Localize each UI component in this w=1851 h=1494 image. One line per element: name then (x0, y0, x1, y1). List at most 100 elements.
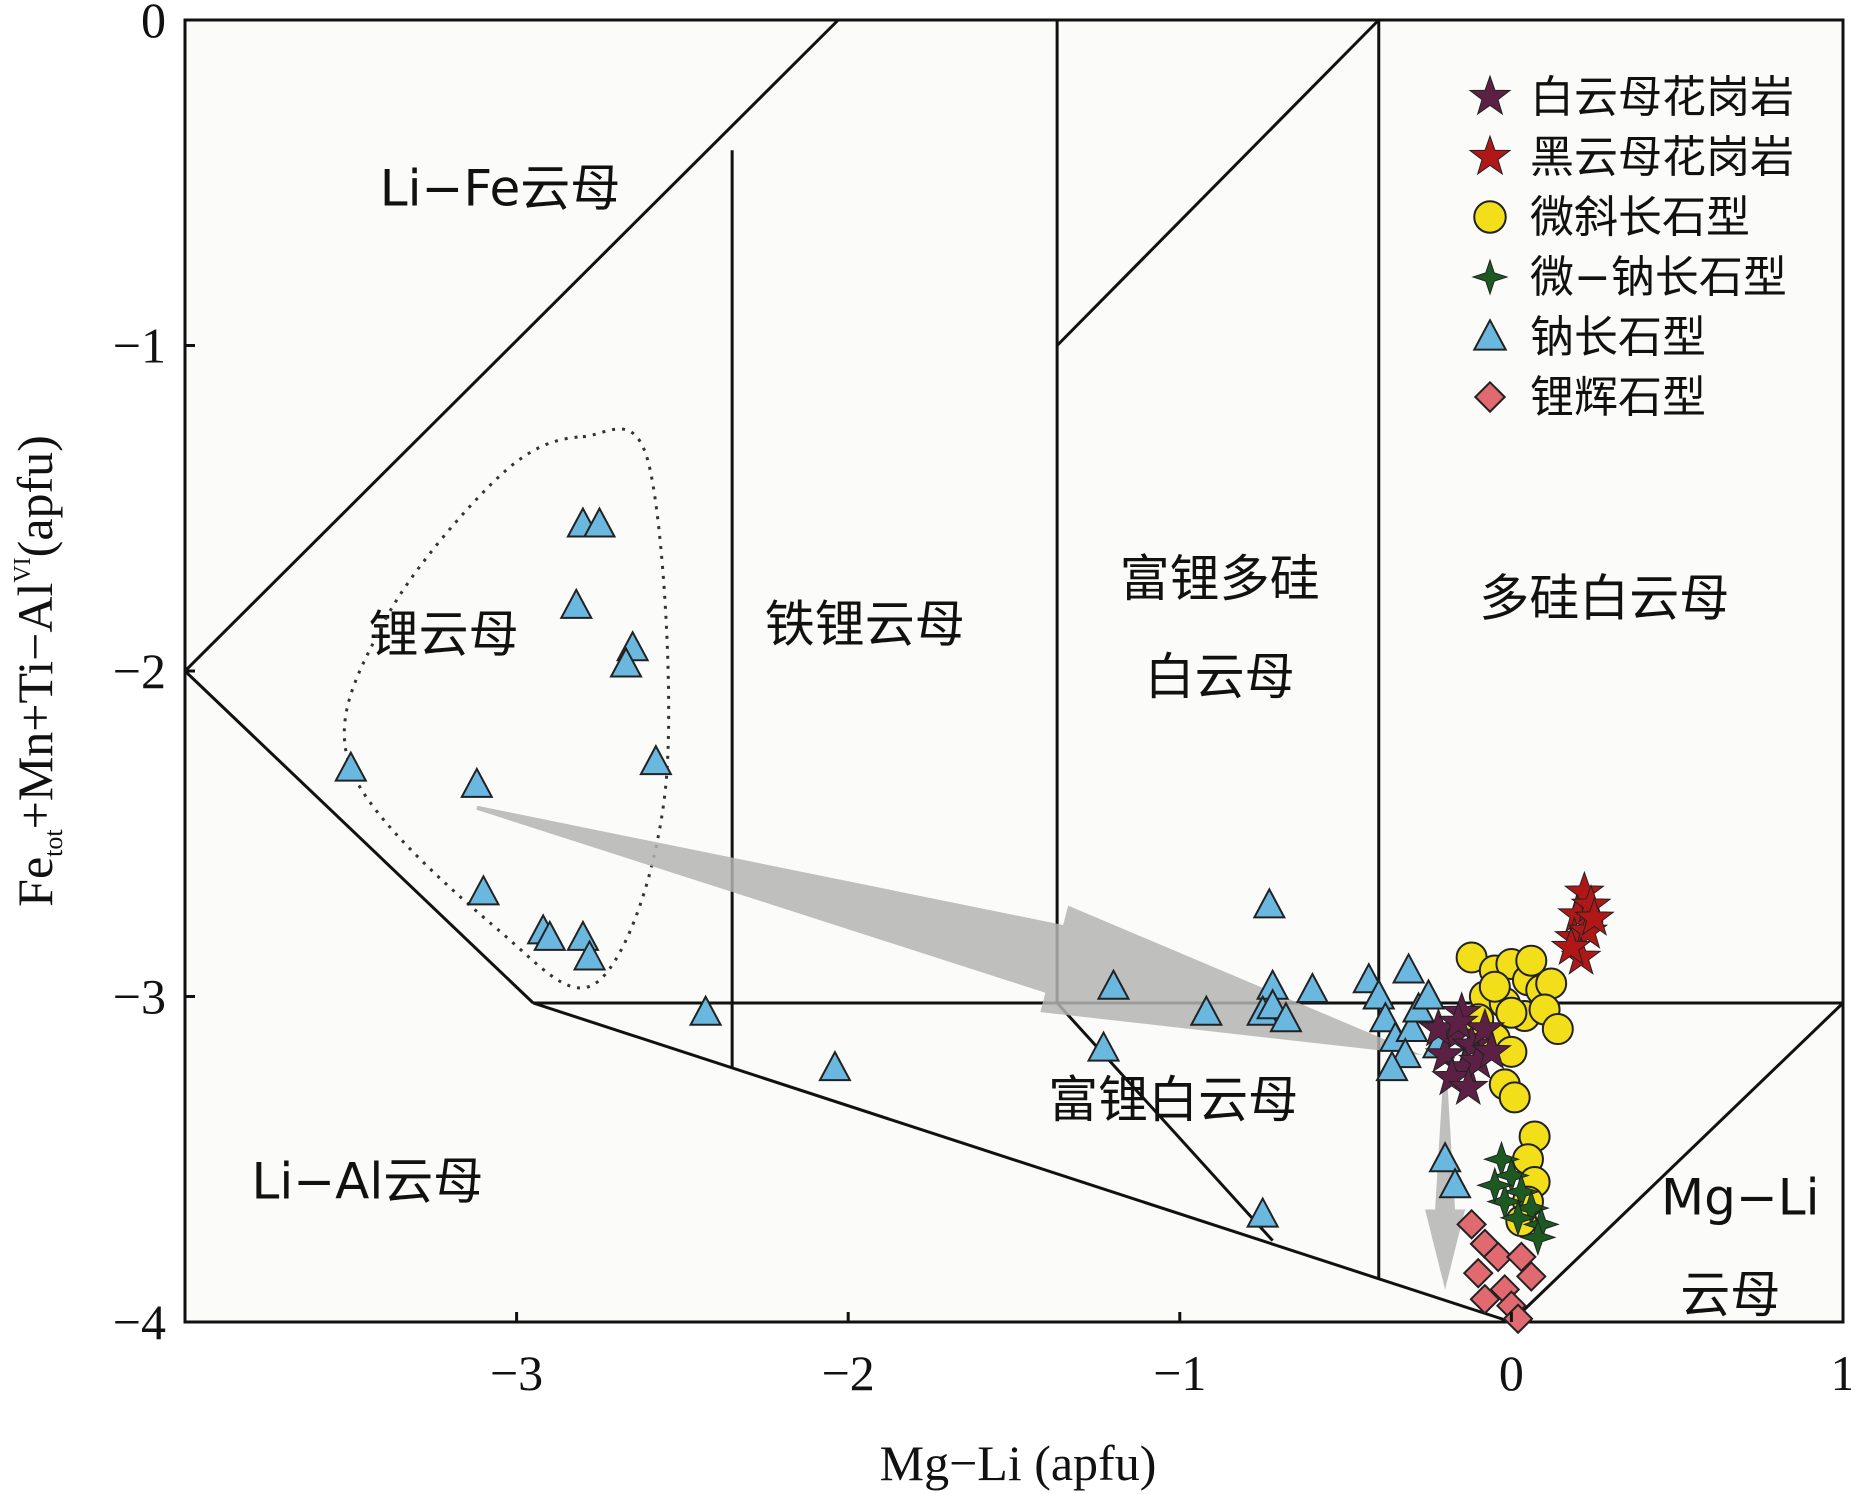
data-point-triangle (1086, 1030, 1121, 1062)
data-points (334, 506, 1615, 1335)
data-point-triangle (460, 766, 494, 798)
data-point-triangle (334, 750, 368, 782)
y-tick-label: −1 (113, 318, 166, 374)
legend-label: 黑云母花岗岩 (1530, 132, 1794, 183)
data-point-triangle (818, 1049, 852, 1082)
data-point-triangle (639, 744, 673, 776)
y-axis-label: Fetot+Mn+Ti−AlVI(apfu) (7, 435, 68, 907)
data-point-circle (1495, 996, 1528, 1029)
data-point-circle (1478, 970, 1511, 1003)
y-tick-label: −3 (113, 969, 166, 1025)
boundary-lines (183, 18, 1845, 1324)
data-point-triangle (1375, 1049, 1409, 1082)
region-label: 富锂多硅 (1120, 550, 1320, 608)
data-point-diamond (1502, 1303, 1534, 1335)
legend-marker-diamond (1473, 380, 1507, 414)
data-point-triangle (1362, 978, 1396, 1010)
x-tick-label: 0 (1499, 1345, 1524, 1401)
data-point-triangle (1269, 1001, 1303, 1033)
data-point-triangle (688, 994, 723, 1026)
data-point-diamond (1462, 1257, 1494, 1289)
data-point-triangle (1388, 1036, 1422, 1069)
y-axis-ticks: 0 −1 −2 −3 −4 (113, 0, 195, 1350)
data-point-triangle (1295, 971, 1330, 1003)
legend-label: 白云母花岗岩 (1530, 72, 1794, 123)
region-label: 白云母 (1145, 648, 1295, 706)
x-tick-label: −2 (822, 1345, 875, 1401)
legend-marker-star (1468, 134, 1512, 176)
data-point-triangle (1096, 968, 1131, 1000)
data-point-star4 (1476, 1166, 1514, 1204)
data-point-star (1451, 1023, 1493, 1063)
region-label: 云母 (1680, 1266, 1780, 1324)
data-point-triangle (1438, 1167, 1472, 1199)
data-point-triangle (466, 874, 501, 906)
data-point-triangle (1391, 952, 1426, 984)
boundary-line-6 (1056, 18, 1380, 347)
data-point-diamond (1469, 1283, 1501, 1315)
legend-label: 微−钠长石型 (1530, 252, 1787, 303)
x-tick-label: −3 (490, 1345, 543, 1401)
data-point-star4 (1499, 1199, 1537, 1237)
data-point-triangle (1428, 1141, 1462, 1173)
data-point-circle (1541, 1013, 1574, 1046)
data-point-star (1573, 896, 1615, 936)
data-point-triangle (1246, 1196, 1280, 1228)
x-axis-ticks: −3 −2 −1 0 1 (490, 1312, 1851, 1401)
data-point-star (1447, 1066, 1489, 1106)
region-label: 多硅白云母 (1479, 570, 1729, 628)
data-point-diamond (1515, 1261, 1547, 1292)
data-point-triangle (1368, 1001, 1403, 1033)
data-point-diamond (1505, 1241, 1537, 1273)
legend-label: 钠长石型 (1530, 312, 1706, 363)
y-tick-label: −4 (113, 1294, 166, 1350)
legend-label: 微斜长石型 (1530, 192, 1750, 243)
boundary-line-8 (1055, 1002, 1274, 1242)
data-point-star (1437, 1000, 1479, 1040)
boundary-line-0 (183, 18, 840, 673)
x-axis-label: Mg−Li (apfu) (880, 1435, 1157, 1491)
legend-marker-circle (1473, 200, 1507, 234)
data-point-triangle (1252, 887, 1287, 919)
trend-arrow (476, 805, 1422, 1056)
plot-area (183, 18, 1845, 1324)
data-point-triangle (1411, 978, 1446, 1010)
boundary-line-1 (183, 669, 535, 1005)
region-label: 富锂白云母 (1048, 1071, 1298, 1129)
trend-arrows (476, 805, 1466, 1290)
y-tick-label: 0 (141, 0, 166, 48)
region-label: Mg−Li (1661, 1169, 1820, 1227)
data-point-circle (1515, 944, 1548, 977)
data-point-triangle (1395, 1010, 1429, 1043)
trend-arrow (1425, 1077, 1466, 1290)
boundary-line-2 (532, 1001, 1512, 1324)
data-point-diamond (1456, 1208, 1488, 1240)
data-point-triangle (572, 939, 607, 971)
data-point-triangle (582, 506, 617, 538)
data-point-triangle (1255, 988, 1290, 1020)
boundary-line-9 (1510, 1001, 1845, 1324)
region-label: Li−Fe云母 (380, 160, 620, 218)
y-tick-label: −2 (113, 643, 166, 699)
data-point-triangle (1189, 994, 1223, 1026)
data-point-star (1471, 1030, 1512, 1070)
data-point-star (1424, 1033, 1466, 1073)
legend-marker-star (1468, 74, 1512, 116)
data-point-triangle (609, 646, 643, 678)
region-label: Li−Al云母 (252, 1152, 484, 1210)
legend-marker-star4 (1471, 258, 1509, 296)
data-point-star (1464, 1007, 1506, 1047)
data-point-star4 (1519, 1218, 1557, 1256)
data-point-circle (1498, 1081, 1531, 1114)
legend-label: 锂辉石型 (1530, 372, 1706, 423)
region-label: 铁锂云母 (765, 596, 965, 654)
legend-marker-triangle (1472, 318, 1508, 351)
data-point-star (1550, 926, 1592, 966)
data-point-diamond (1482, 1241, 1514, 1273)
data-point-triangle (533, 919, 567, 951)
data-point-triangle (559, 587, 593, 619)
region-label: 锂云母 (369, 605, 519, 663)
